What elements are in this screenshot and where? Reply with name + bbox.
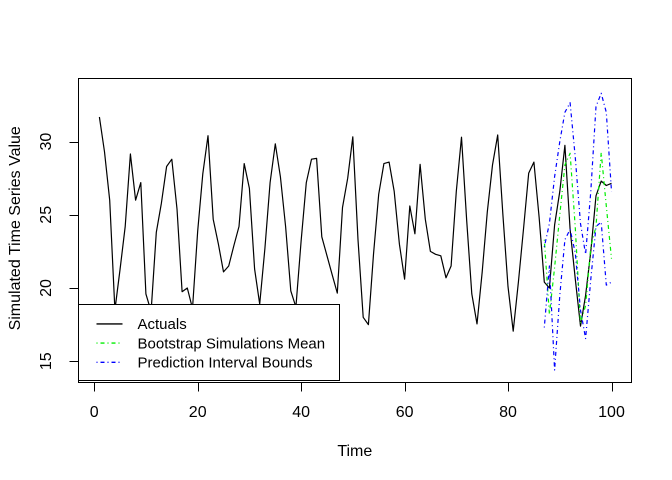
svg-text:Bootstrap Simulations Mean: Bootstrap Simulations Mean — [138, 335, 326, 352]
svg-text:100: 100 — [598, 404, 625, 421]
svg-text:Time: Time — [337, 443, 372, 460]
svg-text:20: 20 — [189, 404, 207, 421]
svg-text:60: 60 — [396, 404, 414, 421]
svg-text:20: 20 — [38, 279, 55, 297]
svg-text:Prediction Interval Bounds: Prediction Interval Bounds — [138, 355, 313, 372]
svg-text:25: 25 — [38, 206, 55, 224]
svg-text:15: 15 — [38, 352, 55, 370]
svg-text:80: 80 — [499, 404, 517, 421]
svg-text:Simulated Time Series Value: Simulated Time Series Value — [7, 126, 24, 330]
svg-text:40: 40 — [292, 404, 310, 421]
svg-text:Actuals: Actuals — [138, 316, 187, 333]
svg-text:0: 0 — [90, 404, 99, 421]
svg-text:30: 30 — [38, 133, 55, 151]
